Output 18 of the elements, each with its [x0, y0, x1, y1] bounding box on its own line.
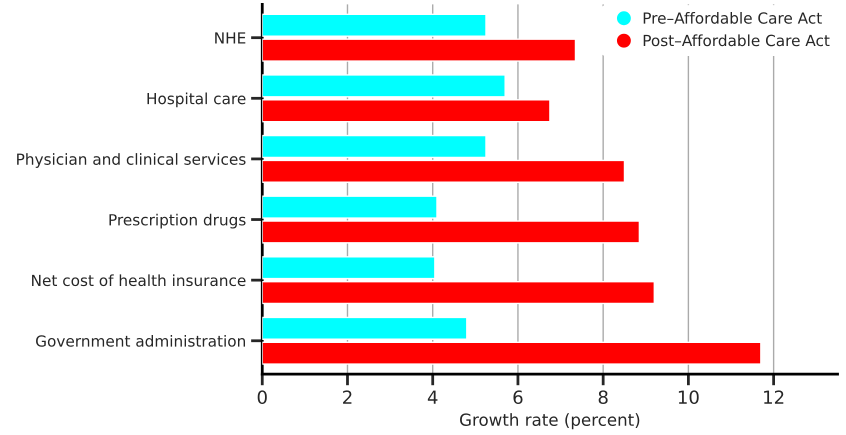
x-tick-label: 12 — [764, 390, 784, 404]
y-tick-label: Government administration — [36, 334, 245, 347]
y-tick-label: Hospital care — [147, 92, 246, 108]
x-axis-title: Growth rate (percent) — [460, 413, 640, 430]
y-tick-label: NHE — [215, 32, 246, 44]
bar — [262, 220, 640, 244]
x-tick-label: 10 — [678, 390, 699, 404]
y-tick-label: Prescription drugs — [109, 214, 246, 229]
x-tick-label: 8 — [598, 390, 608, 404]
legend-label: Pre–Affordable Care Act — [644, 12, 822, 24]
legend-label: Post–Affordable Care Act — [644, 34, 830, 46]
y-tick-label: Physician and clinical services — [17, 153, 246, 168]
x-tick-label: 0 — [258, 390, 267, 404]
bar — [262, 196, 438, 219]
y-tick-label: Net cost of health insurance — [32, 274, 246, 286]
x-tick-label: 6 — [513, 390, 523, 404]
x-tick-label: 2 — [343, 390, 352, 404]
x-tick-label: 4 — [428, 390, 438, 404]
